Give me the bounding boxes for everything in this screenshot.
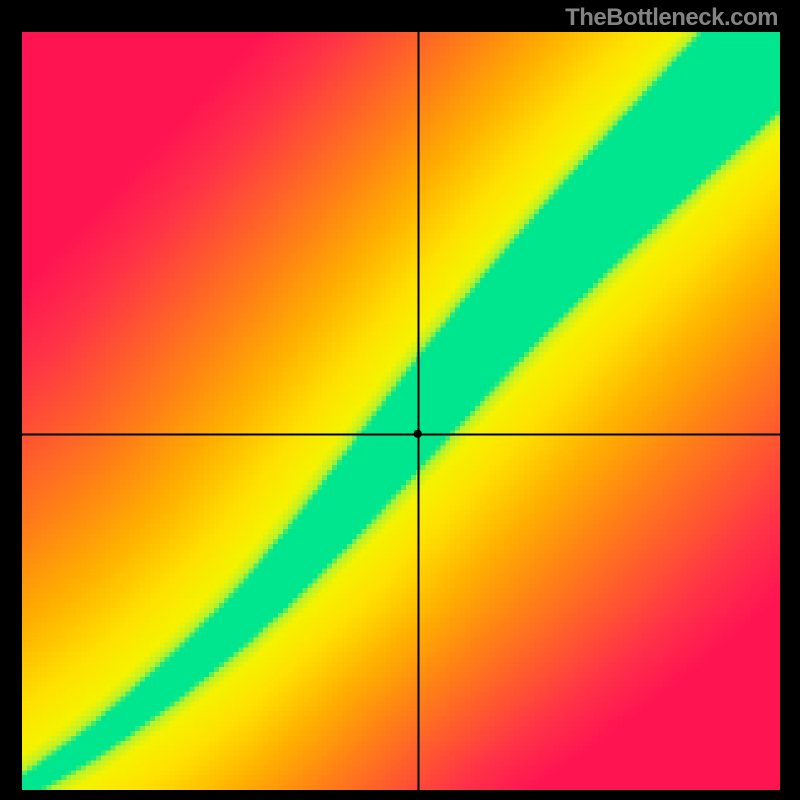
chart-container: TheBottleneck.com: [0, 0, 800, 800]
watermark-text: TheBottleneck.com: [565, 4, 778, 32]
crosshair-overlay: [22, 32, 780, 790]
